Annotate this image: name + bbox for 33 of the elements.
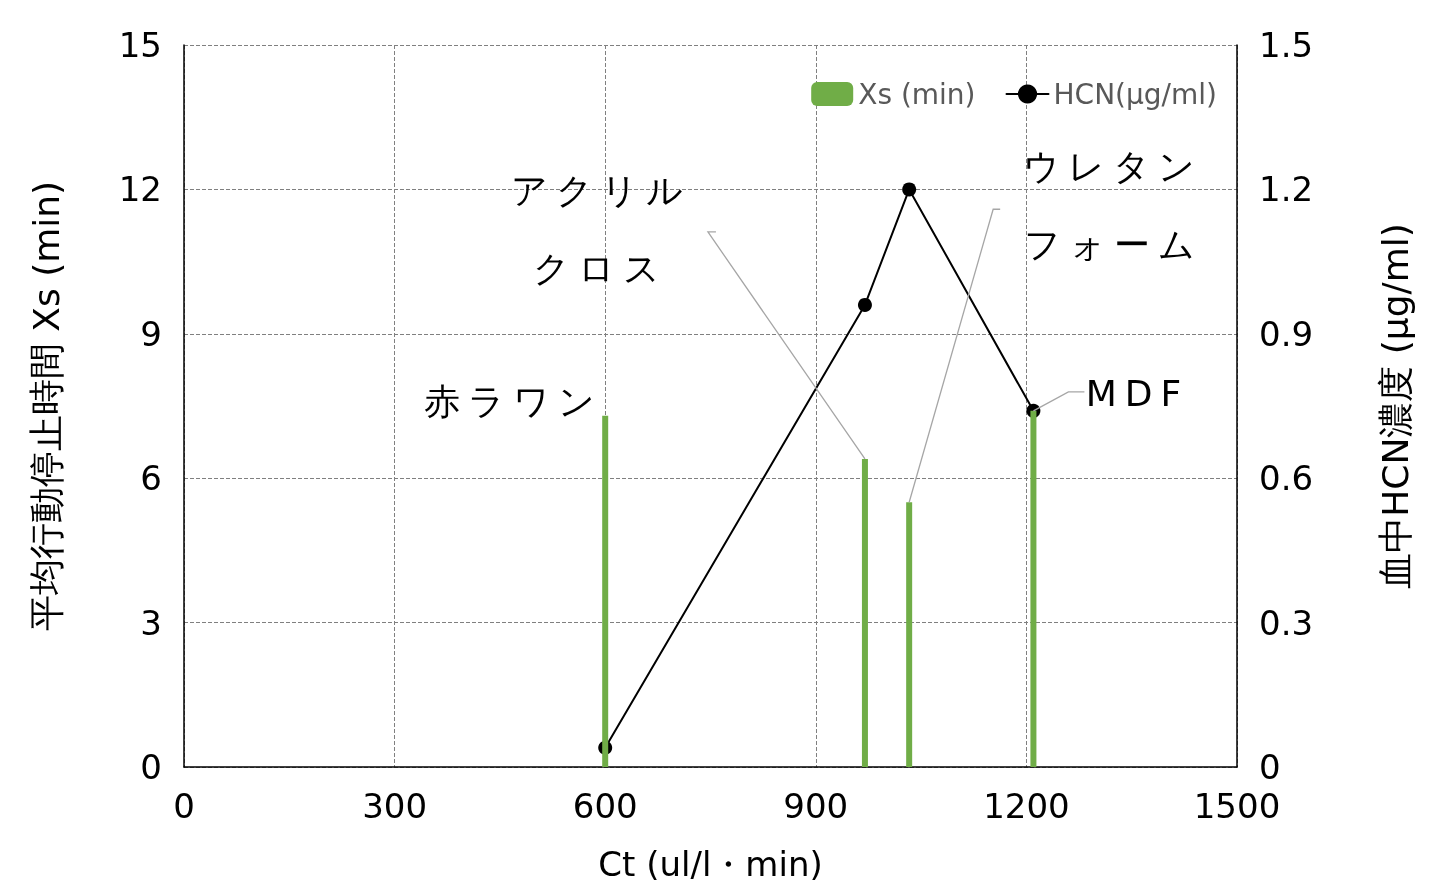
y2-tick-label: 0 <box>1259 747 1281 787</box>
x-tick-label: 300 <box>362 786 428 826</box>
annotation: アクリルクロス <box>509 168 692 291</box>
point <box>857 297 872 312</box>
x-axis-title: Ct (ul/l・min) <box>598 844 823 884</box>
y2-tick-label: 0.6 <box>1259 458 1314 499</box>
x-tick-label: 600 <box>572 786 638 826</box>
y2-tick-label: 1.5 <box>1259 25 1314 65</box>
bar <box>1030 410 1037 767</box>
y2-tick-label: 0.9 <box>1259 313 1314 354</box>
annotation: MDF <box>1084 371 1191 416</box>
y-tick-label: 3 <box>140 602 162 643</box>
x-tick-label: 1500 <box>1193 786 1281 826</box>
annotation: ウレタンフォーム <box>1022 145 1205 268</box>
x-tick-label: 0 <box>173 786 195 826</box>
legend-label: HCN(μg/ml) <box>1053 77 1218 111</box>
legend-label: Xs (min) <box>858 77 976 111</box>
annotation: 赤ラワン <box>422 379 604 424</box>
y-tick-label: 6 <box>140 458 162 499</box>
y2-tick-label: 0.3 <box>1259 602 1314 643</box>
point <box>902 182 917 197</box>
x-tick-label: 900 <box>783 786 849 826</box>
bar <box>861 458 868 767</box>
y-tick-label: 9 <box>140 313 162 354</box>
x-tick-label: 1200 <box>983 786 1070 826</box>
y-tick-label: 0 <box>140 747 162 787</box>
y2-axis-title: 血中HCN濃度 (μg/ml) <box>1374 223 1416 589</box>
bar <box>906 502 913 767</box>
y-axis-title: 平均行動停止時間 Xs (min) <box>25 180 67 632</box>
y-tick-label: 15 <box>118 25 162 65</box>
bar <box>602 415 609 767</box>
y2-tick-label: 1.2 <box>1259 169 1314 210</box>
y-tick-label: 12 <box>118 169 162 210</box>
